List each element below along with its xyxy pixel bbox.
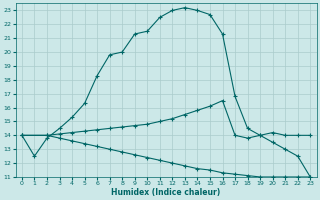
X-axis label: Humidex (Indice chaleur): Humidex (Indice chaleur)	[111, 188, 221, 197]
